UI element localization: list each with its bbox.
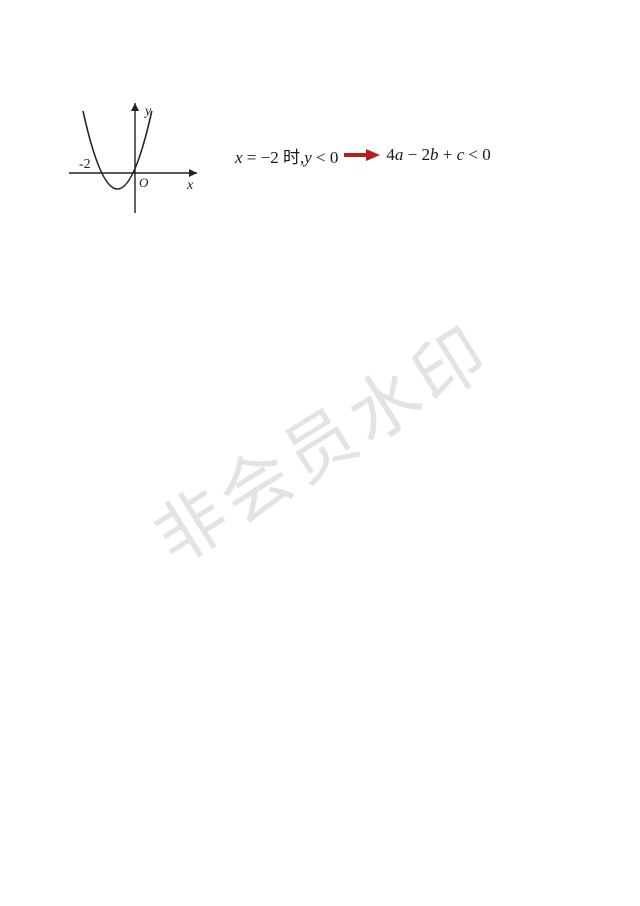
x-axis-label: x xyxy=(186,178,194,193)
content-row: y x O -2 x = −2 时,y < 0 4a − 2b + c < 0 xyxy=(65,95,580,215)
eq-sign: = xyxy=(243,148,261,167)
x-axis-arrow xyxy=(189,169,197,177)
when-text: 时, xyxy=(279,148,305,167)
rhs-p: + xyxy=(438,145,456,164)
rhs-c: c xyxy=(457,145,465,164)
formula-text-left: x = −2 时,y < 0 xyxy=(235,143,338,168)
watermark-text: 非会员水印 xyxy=(132,296,508,583)
y-axis-arrow xyxy=(131,103,139,111)
formula: x = −2 时,y < 0 4a − 2b + c < 0 xyxy=(235,143,491,168)
var-x: x xyxy=(235,148,243,167)
lt-zero: < 0 xyxy=(312,148,339,167)
y-axis-label: y xyxy=(143,104,152,119)
rhs-4: 4 xyxy=(386,145,395,164)
val-minus2: −2 xyxy=(261,148,279,167)
formula-text-right: 4a − 2b + c < 0 xyxy=(386,145,490,165)
var-y: y xyxy=(304,148,312,167)
implies-arrow-icon xyxy=(344,148,380,162)
rhs-lt0: < 0 xyxy=(464,145,491,164)
rhs-m1: − 2 xyxy=(403,145,430,164)
chart-svg: y x O -2 xyxy=(65,95,205,215)
origin-label: O xyxy=(139,175,149,190)
parabola-chart: y x O -2 xyxy=(65,95,205,215)
tick-minus2: -2 xyxy=(79,157,91,172)
